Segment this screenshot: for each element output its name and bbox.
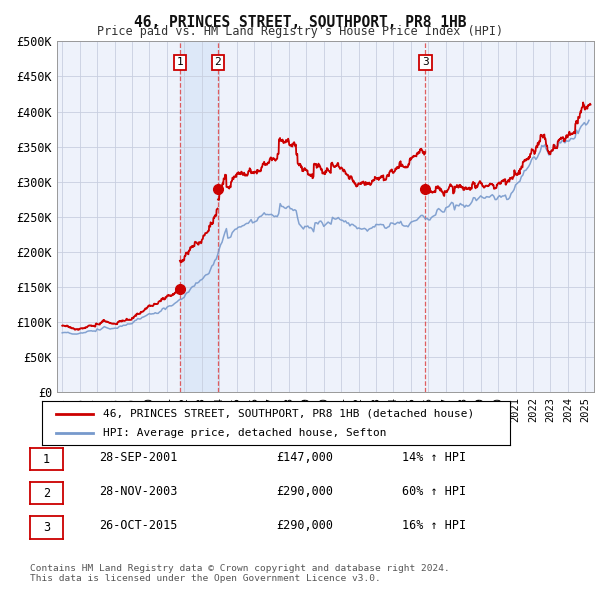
Text: £147,000: £147,000 bbox=[276, 451, 333, 464]
Text: 16% ↑ HPI: 16% ↑ HPI bbox=[402, 519, 466, 532]
Text: 28-SEP-2001: 28-SEP-2001 bbox=[99, 451, 178, 464]
Text: Price paid vs. HM Land Registry's House Price Index (HPI): Price paid vs. HM Land Registry's House … bbox=[97, 25, 503, 38]
Text: 46, PRINCES STREET, SOUTHPORT, PR8 1HB: 46, PRINCES STREET, SOUTHPORT, PR8 1HB bbox=[134, 15, 466, 30]
Text: £290,000: £290,000 bbox=[276, 519, 333, 532]
Text: 3: 3 bbox=[43, 521, 50, 534]
Text: 1: 1 bbox=[176, 57, 183, 67]
Text: 2: 2 bbox=[43, 487, 50, 500]
Text: Contains HM Land Registry data © Crown copyright and database right 2024.
This d: Contains HM Land Registry data © Crown c… bbox=[30, 563, 450, 583]
Text: 3: 3 bbox=[422, 57, 429, 67]
Text: 46, PRINCES STREET, SOUTHPORT, PR8 1HB (detached house): 46, PRINCES STREET, SOUTHPORT, PR8 1HB (… bbox=[103, 409, 474, 418]
Text: 26-OCT-2015: 26-OCT-2015 bbox=[99, 519, 178, 532]
Text: £290,000: £290,000 bbox=[276, 485, 333, 498]
Text: 1: 1 bbox=[43, 453, 50, 466]
Text: 2: 2 bbox=[214, 57, 221, 67]
Bar bbox=[180, 41, 218, 392]
Text: 28-NOV-2003: 28-NOV-2003 bbox=[99, 485, 178, 498]
Text: HPI: Average price, detached house, Sefton: HPI: Average price, detached house, Seft… bbox=[103, 428, 386, 438]
Text: 60% ↑ HPI: 60% ↑ HPI bbox=[402, 485, 466, 498]
Text: 14% ↑ HPI: 14% ↑ HPI bbox=[402, 451, 466, 464]
